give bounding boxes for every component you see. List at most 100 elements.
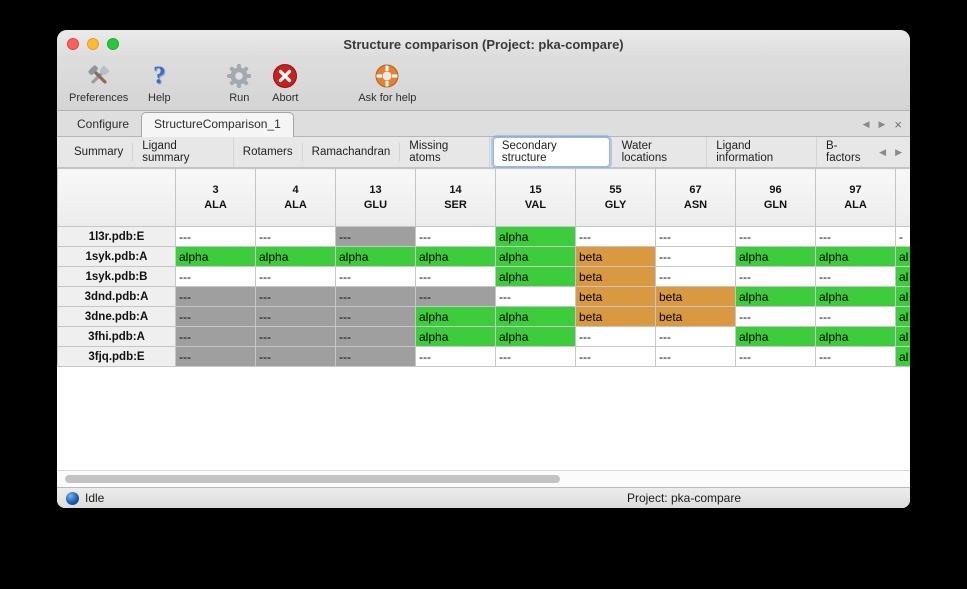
cell-missing[interactable]: ---: [175, 346, 256, 367]
tab-scroll-right-icon[interactable]: ▶: [878, 119, 886, 129]
abort-button[interactable]: Abort: [270, 61, 300, 104]
cell-none[interactable]: ---: [735, 226, 816, 247]
cell-alpha[interactable]: alpha: [415, 246, 496, 267]
cell-none[interactable]: -: [895, 226, 910, 247]
cell-alpha[interactable]: alpha: [495, 266, 576, 287]
cell-none[interactable]: ---: [575, 326, 656, 347]
zoom-window-button[interactable]: [107, 38, 119, 50]
column-header-13-glu[interactable]: 13 GLU: [335, 168, 416, 227]
cell-none[interactable]: ---: [495, 346, 576, 367]
view-scroll-left-icon[interactable]: ◀: [879, 146, 887, 157]
cell-alpha[interactable]: al: [895, 346, 910, 367]
cell-missing[interactable]: ---: [335, 326, 416, 347]
column-header-14-ser[interactable]: 14 SER: [415, 168, 496, 227]
cell-beta[interactable]: beta: [655, 306, 736, 327]
cell-none[interactable]: ---: [575, 226, 656, 247]
cell-none[interactable]: ---: [255, 226, 336, 247]
doc-tab-configure[interactable]: Configure: [77, 117, 130, 131]
cell-none[interactable]: ---: [735, 346, 816, 367]
row-header-3dnd-pdb-a[interactable]: 3dnd.pdb:A: [57, 286, 176, 307]
cell-alpha[interactable]: alpha: [415, 306, 496, 327]
cell-alpha[interactable]: alpha: [735, 246, 816, 267]
cell-none[interactable]: ---: [655, 326, 736, 347]
cell-missing[interactable]: ---: [335, 286, 416, 307]
minimize-window-button[interactable]: [87, 38, 99, 50]
cell-alpha[interactable]: alpha: [815, 246, 896, 267]
cell-none[interactable]: ---: [655, 226, 736, 247]
cell-alpha[interactable]: alpha: [175, 246, 256, 267]
cell-none[interactable]: ---: [335, 266, 416, 287]
ask-for-help-button[interactable]: Ask for help: [358, 61, 416, 104]
view-tab-b-factors[interactable]: B-factors: [826, 140, 861, 164]
cell-none[interactable]: ---: [655, 346, 736, 367]
row-header-3fhi-pdb-a[interactable]: 3fhi.pdb:A: [57, 326, 176, 347]
cell-none[interactable]: ---: [495, 286, 576, 307]
cell-none[interactable]: ---: [415, 346, 496, 367]
column-header-3-ala[interactable]: 3 ALA: [175, 168, 256, 227]
cell-missing[interactable]: ---: [335, 346, 416, 367]
cell-missing[interactable]: ---: [255, 286, 336, 307]
view-tab-ligand-information[interactable]: Ligand information: [707, 137, 818, 167]
cell-none[interactable]: ---: [815, 306, 896, 327]
cell-missing[interactable]: ---: [175, 306, 256, 327]
cell-alpha[interactable]: alpha: [495, 226, 576, 247]
view-tab-missing-atoms[interactable]: Missing atoms: [400, 137, 490, 167]
cell-none[interactable]: ---: [815, 346, 896, 367]
cell-none[interactable]: ---: [415, 266, 496, 287]
column-header-4-ala[interactable]: 4 ALA: [255, 168, 336, 227]
view-tab-rotamers[interactable]: Rotamers: [234, 143, 303, 161]
cell-alpha[interactable]: alpha: [815, 286, 896, 307]
horizontal-scrollbar-track[interactable]: [57, 470, 910, 487]
view-tab-secondary-structure[interactable]: Secondary structure: [492, 137, 610, 167]
tab-scroll-left-icon[interactable]: ◀: [862, 119, 870, 129]
column-header-clipped[interactable]: [895, 168, 910, 227]
cell-none[interactable]: ---: [575, 346, 656, 367]
cell-none[interactable]: ---: [255, 266, 336, 287]
cell-missing[interactable]: ---: [335, 306, 416, 327]
view-tab-summary[interactable]: Summary: [65, 143, 134, 161]
row-header-3dne-pdb-a[interactable]: 3dne.pdb:A: [57, 306, 176, 327]
column-header-67-asn[interactable]: 67 ASN: [655, 168, 736, 227]
cell-alpha[interactable]: alpha: [735, 326, 816, 347]
preferences-button[interactable]: Preferences: [69, 61, 128, 104]
cell-none[interactable]: ---: [815, 226, 896, 247]
row-header-1l3r-pdb-e[interactable]: 1l3r.pdb:E: [57, 226, 176, 247]
cell-alpha[interactable]: alpha: [495, 306, 576, 327]
row-header-1syk-pdb-b[interactable]: 1syk.pdb:B: [57, 266, 176, 287]
cell-none[interactable]: ---: [815, 266, 896, 287]
cell-missing[interactable]: ---: [255, 306, 336, 327]
cell-alpha[interactable]: alpha: [335, 246, 416, 267]
cell-none[interactable]: ---: [735, 266, 816, 287]
cell-alpha[interactable]: alpha: [495, 326, 576, 347]
cell-none[interactable]: ---: [175, 266, 256, 287]
cell-alpha[interactable]: alpha: [735, 286, 816, 307]
cell-none[interactable]: ---: [655, 266, 736, 287]
view-tab-water-locations[interactable]: Water locations: [613, 137, 708, 167]
cell-missing[interactable]: ---: [415, 286, 496, 307]
cell-alpha[interactable]: al: [895, 286, 910, 307]
cell-none[interactable]: ---: [175, 226, 256, 247]
close-tab-icon[interactable]: ×: [894, 117, 902, 132]
close-window-button[interactable]: [67, 38, 79, 50]
cell-beta[interactable]: beta: [655, 286, 736, 307]
cell-beta[interactable]: beta: [575, 306, 656, 327]
cell-missing[interactable]: ---: [175, 286, 256, 307]
cell-beta[interactable]: beta: [575, 266, 656, 287]
cell-alpha[interactable]: alpha: [815, 326, 896, 347]
cell-missing[interactable]: ---: [335, 226, 416, 247]
cell-alpha[interactable]: alpha: [415, 326, 496, 347]
cell-alpha[interactable]: al: [895, 246, 910, 267]
column-header-97-ala[interactable]: 97 ALA: [815, 168, 896, 227]
doc-tab-structurecomparison-1[interactable]: StructureComparison_1: [141, 112, 294, 137]
cell-beta[interactable]: beta: [575, 246, 656, 267]
row-header-3fjq-pdb-e[interactable]: 3fjq.pdb:E: [57, 346, 176, 367]
column-header-15-val[interactable]: 15 VAL: [495, 168, 576, 227]
column-header-96-gln[interactable]: 96 GLN: [735, 168, 816, 227]
help-button[interactable]: ? Help: [144, 61, 174, 104]
cell-alpha[interactable]: al: [895, 326, 910, 347]
cell-missing[interactable]: ---: [255, 326, 336, 347]
cell-none[interactable]: ---: [655, 246, 736, 267]
cell-alpha[interactable]: al: [895, 306, 910, 327]
cell-none[interactable]: ---: [415, 226, 496, 247]
horizontal-scrollbar-thumb[interactable]: [65, 475, 560, 483]
